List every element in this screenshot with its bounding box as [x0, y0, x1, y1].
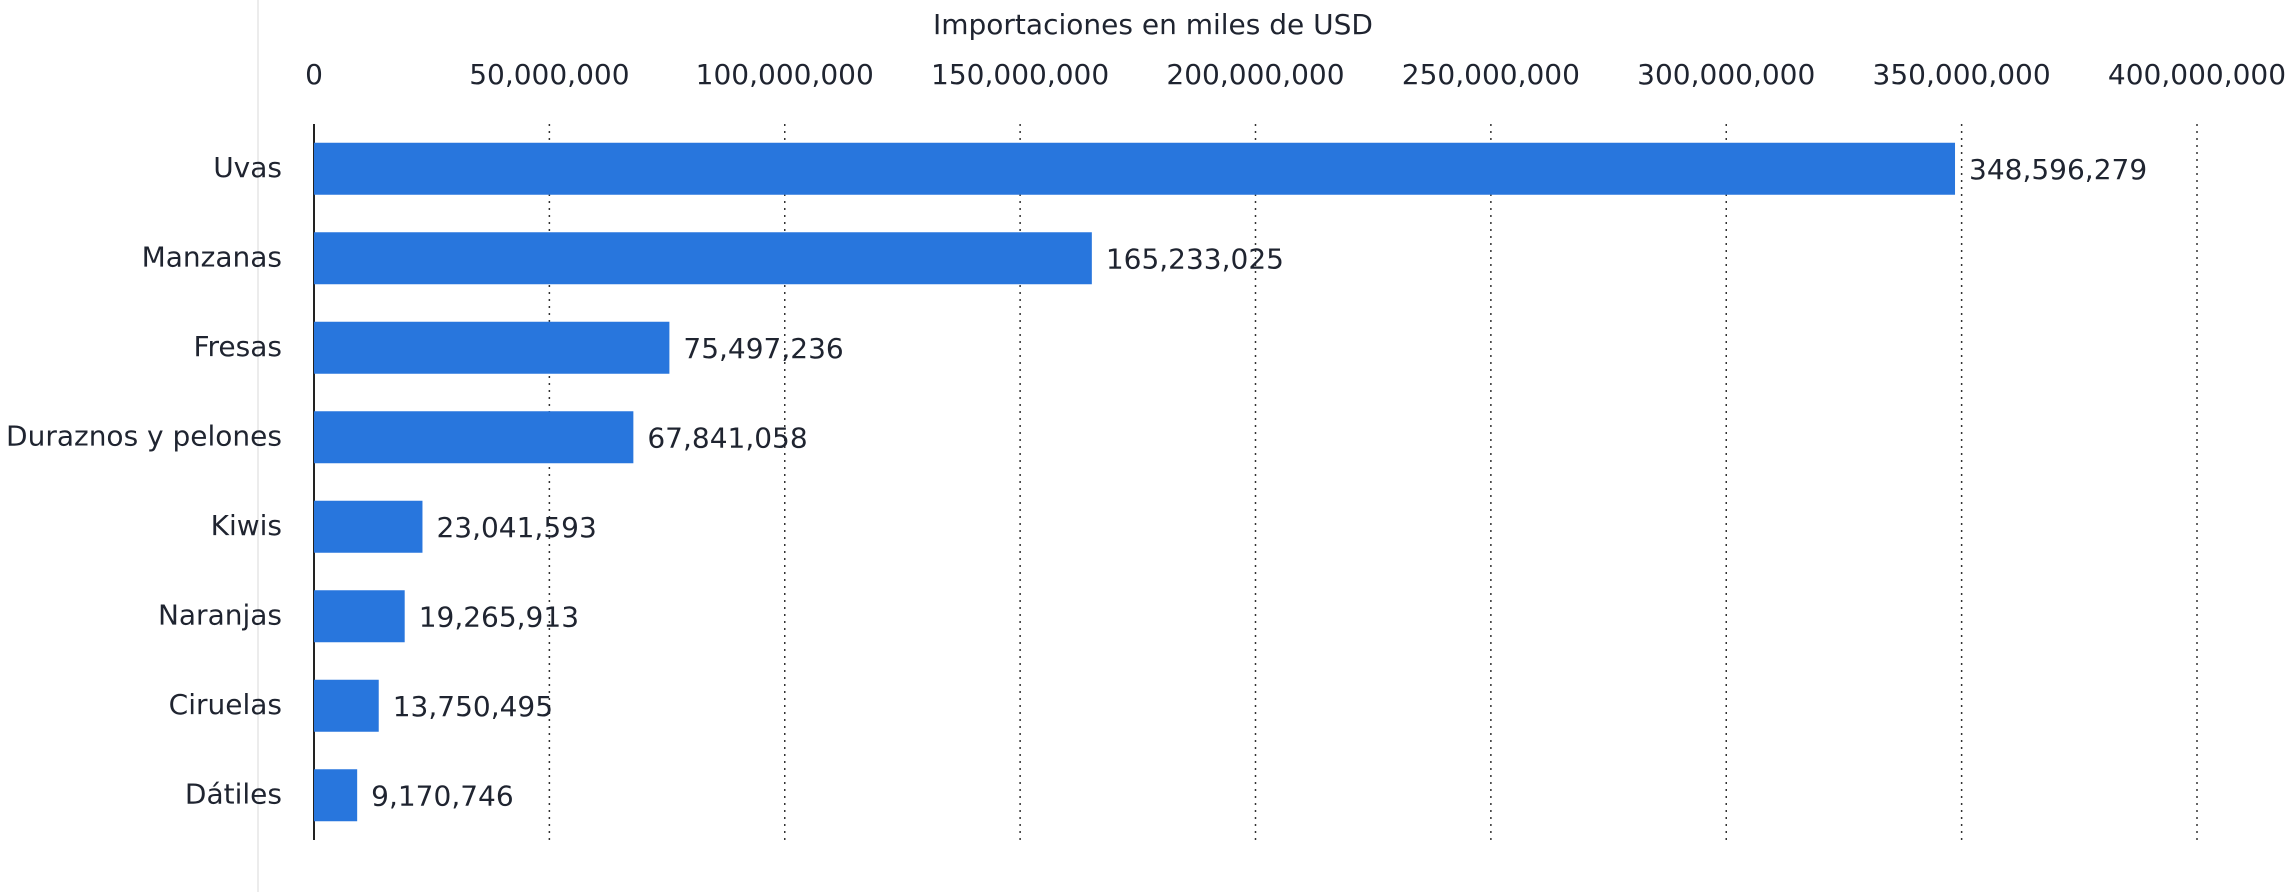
value-label: 23,041,593 [436, 511, 596, 544]
y-tick-label: Kiwis [211, 509, 282, 542]
bar [314, 679, 379, 732]
y-tick-label: Naranjas [158, 598, 282, 631]
bar [314, 769, 358, 822]
bar [314, 590, 405, 643]
bar [314, 500, 423, 553]
bar [314, 411, 634, 464]
value-label: 13,750,495 [393, 690, 553, 723]
y-tick-label: Duraznos y pelones [6, 419, 282, 452]
bar [314, 321, 670, 374]
value-label: 19,265,913 [419, 600, 579, 633]
bar [314, 232, 1092, 285]
value-label: 75,497,236 [683, 332, 843, 365]
y-tick-label: Uvas [213, 151, 282, 184]
x-tick-label: 200,000,000 [1166, 58, 1344, 91]
y-tick-label: Manzanas [142, 240, 282, 273]
y-tick-label: Ciruelas [169, 688, 282, 721]
x-tick-label: 150,000,000 [931, 58, 1109, 91]
value-label: 9,170,746 [371, 779, 514, 812]
x-tick-label: 100,000,000 [696, 58, 874, 91]
x-axis-title: Importaciones en miles de USD [933, 8, 1373, 41]
y-tick-label: Dátiles [185, 777, 282, 810]
x-tick-label: 0 [305, 58, 323, 91]
bar [314, 142, 1956, 195]
x-tick-label: 300,000,000 [1637, 58, 1815, 91]
value-label: 348,596,279 [1969, 153, 2147, 186]
value-label: 67,841,058 [647, 421, 807, 454]
x-tick-label: 50,000,000 [469, 58, 629, 91]
value-label: 165,233,025 [1106, 242, 1284, 275]
x-tick-label: 350,000,000 [1873, 58, 2051, 91]
x-tick-label: 400,000,000 [2108, 58, 2286, 91]
x-tick-label: 250,000,000 [1402, 58, 1580, 91]
y-tick-label: Fresas [193, 330, 282, 363]
